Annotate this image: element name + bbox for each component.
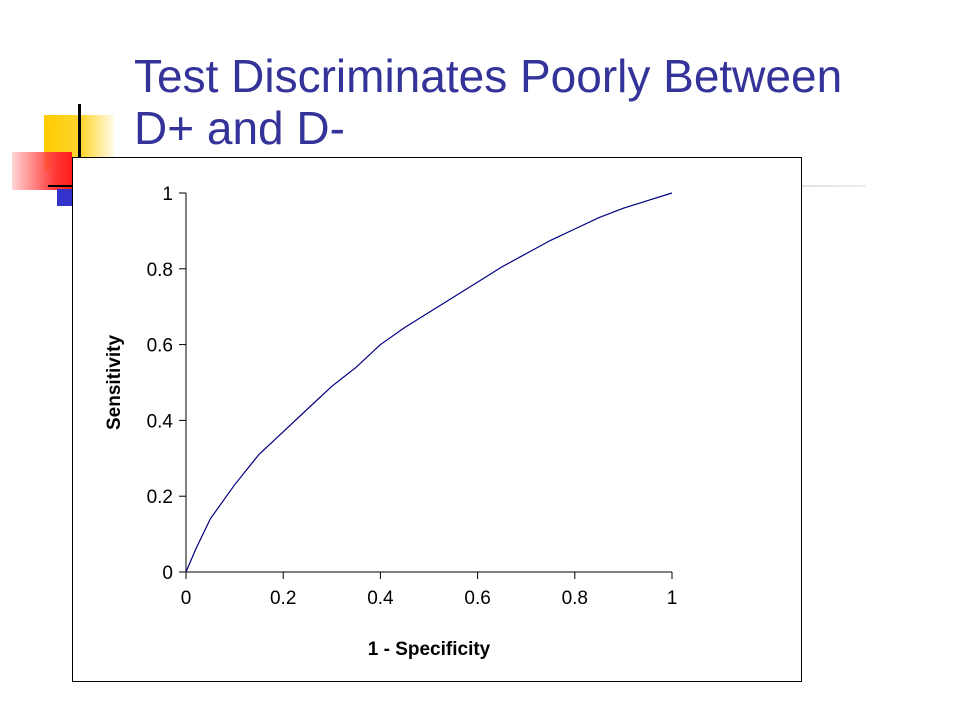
- y-tick-label: 0: [162, 563, 173, 584]
- y-tick-label: 0.8: [147, 260, 173, 281]
- y-tick-label: 0.2: [147, 487, 173, 508]
- x-tick-label: 0.2: [270, 588, 296, 609]
- y-tick-label: 1: [162, 184, 173, 205]
- decorative-vertical-line: [78, 104, 81, 204]
- y-tick-label: 0.6: [147, 336, 173, 357]
- chart-axes: 0 0.2 0.4 0.6 0.8 1 0 0.2 0.4 0.6 0.8 1: [147, 184, 678, 609]
- y-axis-label: Sensitivity: [104, 335, 125, 430]
- x-tick-label: 0.8: [562, 588, 588, 609]
- slide-title: Test Discriminates Poorly Between D+ and…: [134, 50, 843, 154]
- x-tick-label: 1: [667, 588, 678, 609]
- x-tick-label: 0: [181, 588, 192, 609]
- y-tick-label: 0.4: [147, 411, 174, 432]
- x-axis-label: 1 - Specificity: [368, 639, 491, 660]
- decorative-red-square: [12, 152, 72, 190]
- roc-curve-line: [185, 192, 673, 573]
- x-tick-label: 0.6: [464, 588, 490, 609]
- roc-chart: 0 0.2 0.4 0.6 0.8 1 0 0.2 0.4 0.6 0.8 1 1 - Specifi…: [104, 184, 678, 660]
- x-tick-label: 0.4: [367, 588, 394, 609]
- chart-series: [185, 192, 673, 573]
- chart-frame: 0 0.2 0.4 0.6 0.8 1 0 0.2 0.4 0.6 0.8 1 1 - Specifi…: [72, 157, 802, 682]
